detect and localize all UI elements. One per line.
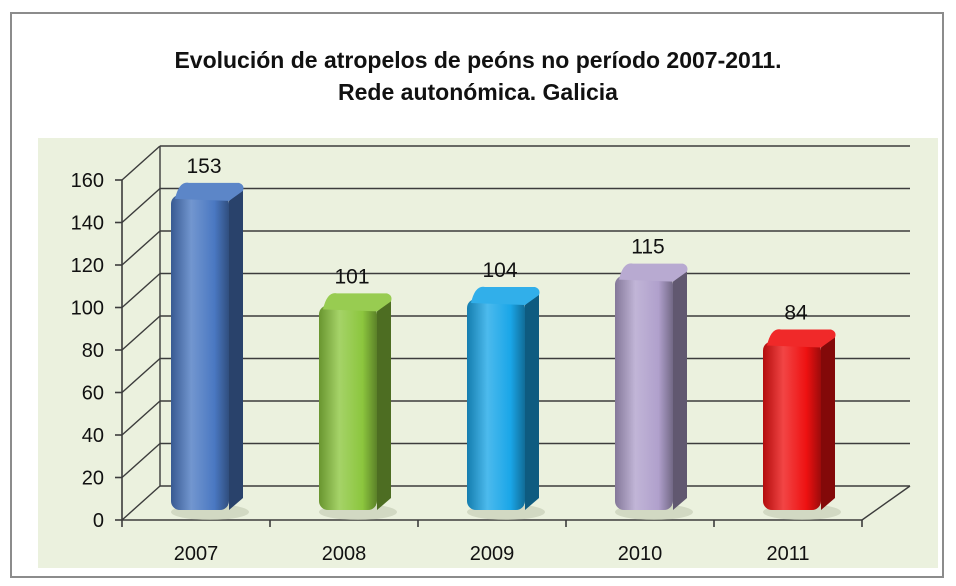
chart-title-block: Evolución de atropelos de peóns no perío… bbox=[0, 44, 956, 108]
bar-side bbox=[673, 269, 687, 510]
bar-front bbox=[763, 341, 821, 510]
data-label-2008: 101 bbox=[334, 265, 369, 288]
bar-2008 bbox=[319, 293, 397, 520]
bar-2010 bbox=[615, 263, 693, 520]
data-label-2009: 104 bbox=[482, 259, 517, 282]
side-gridline-20 bbox=[121, 442, 161, 479]
bars bbox=[171, 182, 841, 520]
data-label-2010: 115 bbox=[631, 236, 664, 259]
bar-top bbox=[323, 293, 392, 312]
bar-top bbox=[175, 182, 244, 201]
bar-2007 bbox=[171, 182, 249, 520]
data-label-2011: 84 bbox=[784, 302, 808, 325]
bar-side bbox=[821, 335, 835, 510]
bar-side bbox=[525, 293, 539, 510]
side-gridline-120 bbox=[121, 230, 161, 266]
side-gridline-160 bbox=[121, 145, 161, 181]
side-gridline-140 bbox=[121, 187, 161, 224]
data-labels: 153 101 104 115 84 bbox=[186, 155, 808, 325]
side-gridline-80 bbox=[121, 315, 161, 351]
bar-front bbox=[171, 194, 229, 510]
x-tick-label-2009: 2009 bbox=[470, 543, 515, 565]
floor-right-edge bbox=[861, 485, 911, 521]
y-tick-label-160: 160 bbox=[71, 170, 104, 192]
bar-front bbox=[467, 299, 525, 510]
side-gridline-60 bbox=[121, 357, 161, 394]
y-tick-label-120: 120 bbox=[71, 255, 104, 277]
y-tick-label-140: 140 bbox=[71, 213, 104, 235]
bar-2011 bbox=[763, 329, 841, 520]
data-label-2007: 153 bbox=[186, 155, 221, 178]
x-tick-label-2008: 2008 bbox=[322, 543, 367, 565]
bar-top bbox=[471, 286, 540, 305]
bar-side bbox=[229, 188, 243, 510]
side-gridline-40 bbox=[121, 400, 161, 436]
axes bbox=[115, 146, 911, 527]
y-tick-label-60: 60 bbox=[82, 383, 104, 405]
y-tick-label-0: 0 bbox=[93, 510, 104, 532]
bar-front bbox=[319, 305, 377, 510]
y-tick-label-20: 20 bbox=[82, 468, 104, 490]
x-tick-label-2010: 2010 bbox=[618, 543, 663, 565]
bar-2009 bbox=[467, 286, 545, 520]
y-tick-label-80: 80 bbox=[82, 340, 104, 362]
chart-subtitle: Rede autonómica. Galicia bbox=[338, 79, 618, 105]
bar-side bbox=[377, 299, 391, 510]
bar-top bbox=[619, 263, 688, 282]
y-axis-labels: 0 20 40 60 80 100 120 140 160 bbox=[71, 170, 104, 532]
y-tick-label-40: 40 bbox=[82, 425, 104, 447]
chart-title: Evolución de atropelos de peóns no perío… bbox=[174, 47, 782, 73]
y-tick-label-100: 100 bbox=[71, 298, 104, 320]
side-gridline-0 bbox=[121, 485, 161, 521]
side-gridline-100 bbox=[121, 272, 161, 309]
bar-front bbox=[615, 275, 673, 510]
x-tick-label-2011: 2011 bbox=[766, 543, 809, 565]
x-tick-label-2007: 2007 bbox=[174, 543, 219, 565]
x-axis-labels: 2007 2008 2009 2010 2011 bbox=[174, 543, 810, 565]
bar-top bbox=[767, 329, 836, 348]
